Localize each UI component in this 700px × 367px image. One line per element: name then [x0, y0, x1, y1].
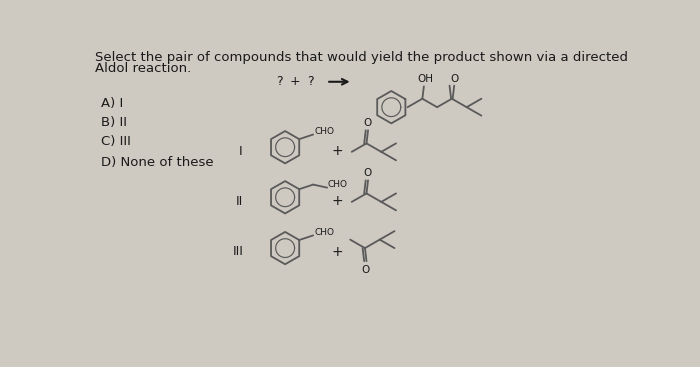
- Text: CHO: CHO: [314, 228, 334, 237]
- Text: O: O: [363, 118, 372, 128]
- Text: +: +: [331, 144, 343, 158]
- Text: +: +: [331, 245, 343, 259]
- Text: III: III: [232, 246, 244, 258]
- Text: O: O: [451, 74, 459, 84]
- Text: O: O: [363, 168, 372, 178]
- Text: C) III: C) III: [102, 135, 132, 148]
- Text: CHO: CHO: [314, 127, 334, 136]
- Text: B) II: B) II: [102, 116, 127, 129]
- Text: Aldol reaction.: Aldol reaction.: [95, 62, 192, 75]
- Text: ?: ?: [307, 75, 314, 88]
- Text: +: +: [331, 194, 343, 208]
- Text: Select the pair of compounds that would yield the product shown via a directed: Select the pair of compounds that would …: [95, 51, 629, 64]
- Text: CHO: CHO: [328, 180, 348, 189]
- Text: D) None of these: D) None of these: [102, 156, 214, 169]
- Text: II: II: [236, 195, 243, 208]
- Text: A) I: A) I: [102, 97, 124, 110]
- Text: O: O: [362, 265, 370, 275]
- Text: +: +: [290, 75, 300, 88]
- Text: ?: ?: [276, 75, 283, 88]
- Text: I: I: [239, 145, 243, 157]
- Text: OH: OH: [417, 74, 433, 84]
